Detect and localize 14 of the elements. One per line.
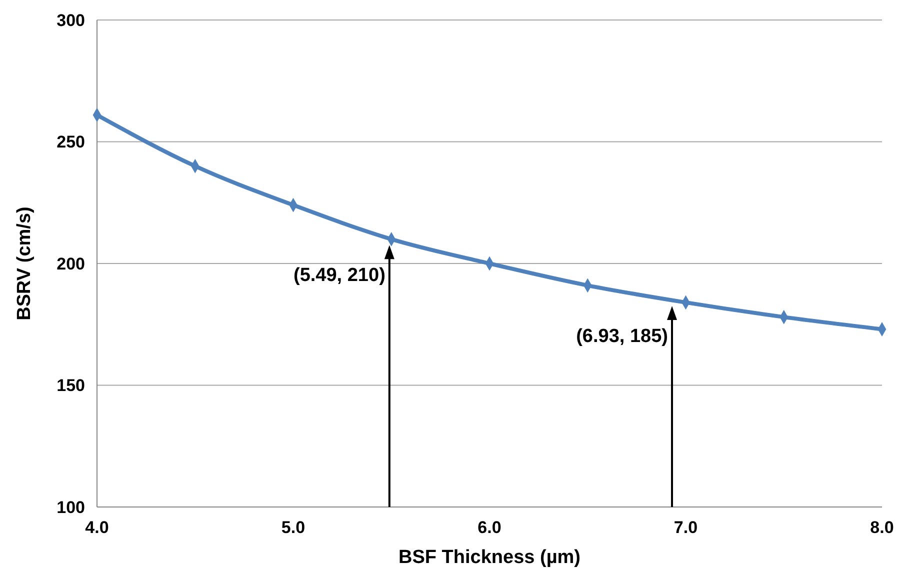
x-tick-label: 5.0 xyxy=(281,518,306,537)
y-axis-title: BSRV (cm/s) xyxy=(14,206,35,320)
x-tick-label: 4.0 xyxy=(85,518,109,537)
y-tick-label: 150 xyxy=(56,376,85,396)
x-tick-label: 7.0 xyxy=(674,518,698,537)
annotation: (6.93, 185) xyxy=(576,326,668,348)
y-tick-label: 200 xyxy=(56,254,85,274)
y-tick-label: 250 xyxy=(56,132,85,152)
annotation: (5.49, 210) xyxy=(294,265,386,286)
x-tick-label: 6.0 xyxy=(478,518,502,537)
x-axis-title: BSF Thickness (µm) xyxy=(398,547,580,568)
y-tick-label: 300 xyxy=(56,10,85,30)
y-tick-label: 100 xyxy=(56,498,85,517)
x-tick-label: 8.0 xyxy=(870,518,894,537)
